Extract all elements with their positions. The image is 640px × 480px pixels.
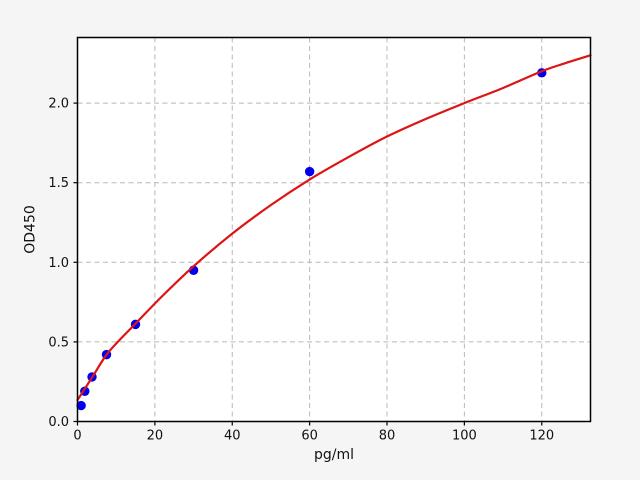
x-tick-label: 120 [529, 429, 554, 444]
y-tick-label: 0.0 [48, 415, 69, 430]
y-axis-label: OD450 [23, 205, 39, 254]
x-tick-label: 40 [224, 429, 241, 444]
axes-spines [76, 36, 592, 423]
data-layer [76, 54, 592, 411]
x-axis-label: pg/ml [314, 447, 354, 463]
tick-layer [73, 102, 543, 426]
x-tick-label: 80 [379, 429, 396, 444]
y-tick-label: 1.0 [48, 256, 69, 271]
standard-points-marker [304, 166, 315, 177]
standard-points-marker [76, 400, 86, 411]
x-tick-label: 20 [147, 429, 164, 444]
grid-layer [77, 37, 591, 422]
plot-area [77, 37, 591, 422]
x-tick-label: 100 [452, 429, 477, 444]
fit-curve-line [76, 54, 592, 402]
tick-label-layer: 0 20 40 60 80 100 120 0.0 0.5 1.0 1.5 2.0 [48, 97, 554, 444]
x-tick-label: 0 [73, 429, 81, 444]
y-tick-label: 2.0 [48, 97, 69, 112]
y-tick-label: 1.5 [48, 176, 69, 191]
y-tick-label: 0.5 [48, 335, 69, 350]
x-tick-label: 60 [301, 429, 318, 444]
